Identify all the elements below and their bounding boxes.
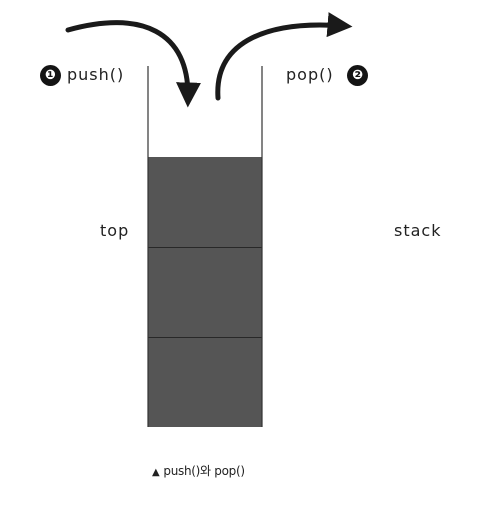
caption-text: push()와 pop() — [163, 464, 245, 478]
push-step-badge: ❶ — [40, 65, 61, 86]
push-arrow — [65, 20, 201, 108]
stack-block — [148, 247, 262, 337]
push-label: push() — [67, 65, 125, 84]
triangle-icon: ▲ — [152, 467, 160, 478]
pop-step-badge: ❷ — [347, 65, 368, 86]
top-label: top — [100, 221, 130, 240]
stack-blocks — [148, 157, 262, 427]
figure-caption: ▲ push()와 pop() — [152, 462, 245, 479]
stack-block — [148, 157, 262, 247]
stack-block — [148, 337, 262, 427]
pop-label: pop() — [286, 65, 334, 84]
pop-arrow — [215, 12, 353, 101]
stack-label: stack — [394, 221, 442, 240]
